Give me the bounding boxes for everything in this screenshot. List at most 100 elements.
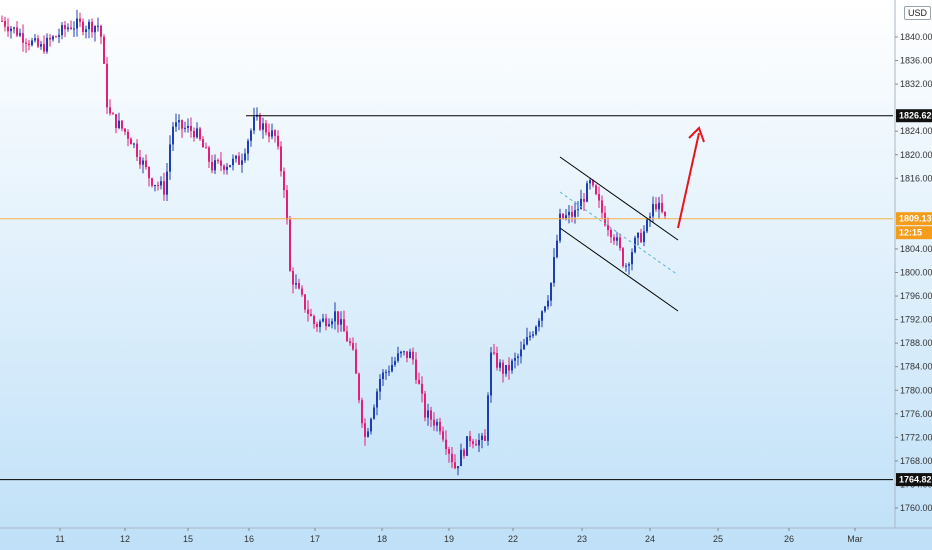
drawings-layer[interactable]: [0, 115, 893, 481]
candle-body: [166, 171, 168, 195]
candle-body: [400, 351, 402, 354]
candle-body: [532, 334, 534, 336]
candle-body: [295, 283, 297, 285]
currency-label: USD: [908, 8, 928, 18]
time-tick-label: 26: [784, 534, 794, 544]
candle-body: [514, 357, 516, 361]
candle-body: [229, 165, 231, 167]
candle-body: [322, 318, 324, 322]
candle-body: [94, 26, 96, 33]
time-tick-label: 11: [55, 534, 64, 544]
last-price-tag-box: [896, 212, 932, 226]
candle-body: [655, 204, 657, 210]
candle-body: [34, 38, 36, 41]
candle-body: [517, 356, 519, 358]
price-tick-label: 1840.000: [900, 32, 932, 42]
candle-body: [457, 466, 459, 469]
candle-body: [664, 211, 666, 216]
candle-body: [355, 349, 357, 374]
candle-body: [610, 229, 612, 238]
candle-body: [376, 391, 378, 408]
candle-body: [409, 351, 411, 358]
candle-body: [319, 321, 321, 328]
candle-body: [436, 421, 438, 426]
time-tick-label: Mar: [847, 534, 863, 544]
price-tick-label: 1780.000: [900, 385, 932, 395]
candle-body: [160, 181, 162, 186]
candle-body: [190, 125, 192, 131]
candle-body: [448, 449, 450, 454]
candle-body: [502, 362, 504, 374]
candle-body: [133, 143, 135, 145]
candle-body: [199, 128, 201, 140]
candle-body: [526, 337, 528, 345]
candle-body: [661, 202, 663, 212]
candle-body: [523, 344, 525, 350]
candle-body: [370, 418, 372, 432]
candle-body: [430, 410, 432, 420]
candle-body: [49, 37, 51, 40]
candle-body: [616, 237, 618, 241]
candle-body: [328, 324, 330, 327]
candle-body: [625, 265, 627, 267]
candle-body: [469, 436, 471, 442]
countdown-tag-box: [896, 226, 932, 240]
currency-badge[interactable]: USD: [904, 6, 932, 20]
target-arrow[interactable]: [677, 132, 700, 229]
candle-body: [154, 184, 156, 186]
candle-body: [496, 353, 498, 368]
candle-body: [343, 319, 345, 332]
candle-body: [424, 393, 426, 418]
candle-body: [544, 306, 546, 312]
candle-body: [157, 184, 159, 186]
time-tick-label: 12: [120, 534, 130, 544]
last-price-tag: 1809.137: [899, 214, 932, 224]
candle-body: [574, 210, 576, 217]
candle-body: [7, 26, 9, 32]
candle-body: [91, 21, 93, 33]
countdown-tag: 12:15: [899, 228, 922, 238]
price-tick-label: 1776.000: [900, 409, 932, 419]
candle-body: [187, 125, 189, 128]
channel-lower-line[interactable]: [559, 227, 679, 312]
candle-body: [118, 120, 120, 129]
channel-upper-line[interactable]: [559, 156, 679, 241]
candle-body: [79, 18, 81, 22]
candle-body: [244, 153, 246, 161]
candle-body: [313, 316, 315, 325]
candle-body: [250, 130, 252, 141]
candle-body: [556, 240, 558, 258]
candle-body: [466, 436, 468, 456]
candle-body: [232, 158, 234, 166]
candle-body: [109, 107, 111, 114]
candle-body: [265, 123, 267, 133]
candle-body: [82, 21, 84, 32]
support-price-tag: 1764.825: [899, 475, 932, 485]
candle-body: [484, 435, 486, 441]
candle-body: [382, 372, 384, 380]
candle-body: [598, 194, 600, 201]
candle-body: [340, 319, 342, 325]
candle-body: [247, 140, 249, 154]
candle-body: [595, 185, 597, 195]
time-tick-label: 16: [244, 534, 254, 544]
candle-body: [637, 232, 639, 238]
candle-body: [649, 216, 651, 220]
resistance-price-tag-box: [896, 109, 932, 123]
candle-body: [37, 38, 39, 47]
candle-body: [73, 28, 75, 30]
target-arrowhead: [688, 126, 705, 143]
time-tick-label: 18: [377, 534, 387, 544]
candle-body: [394, 360, 396, 365]
candle-body: [493, 352, 495, 354]
candle-body: [196, 128, 198, 138]
candle-body: [385, 371, 387, 373]
candle-body: [208, 147, 210, 162]
candle-body: [70, 27, 72, 29]
plot-area[interactable]: [1, 9, 666, 476]
candle-body: [106, 63, 108, 108]
candle-body: [55, 36, 57, 38]
